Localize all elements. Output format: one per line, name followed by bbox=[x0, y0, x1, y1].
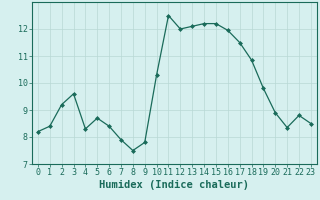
X-axis label: Humidex (Indice chaleur): Humidex (Indice chaleur) bbox=[100, 180, 249, 190]
